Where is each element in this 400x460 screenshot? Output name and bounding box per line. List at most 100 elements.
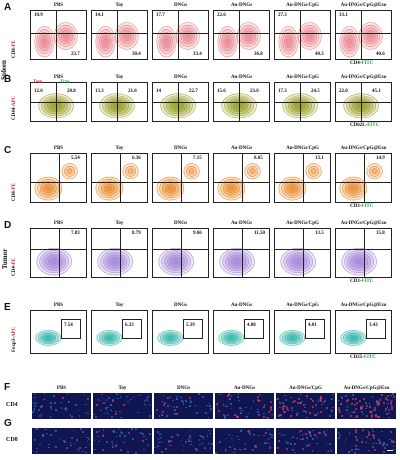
x-axis-label-fluor: FITC	[361, 279, 374, 284]
quadrant-value-ul: 12.6	[34, 89, 43, 94]
nucleus-speck	[85, 451, 87, 454]
quadrant-line	[181, 154, 182, 202]
nucleus-speck	[388, 416, 390, 419]
panel-letter-a: A	[4, 2, 12, 13]
marker-speck	[354, 430, 357, 433]
nucleus-speck	[69, 442, 72, 444]
nucleus-speck	[190, 440, 192, 443]
population-cd8-level	[186, 165, 198, 177]
micrograph	[215, 393, 274, 419]
nucleus-speck	[282, 402, 284, 404]
nucleus-speck	[238, 438, 240, 441]
marker-speck	[315, 403, 318, 406]
nucleus-speck	[94, 448, 97, 451]
nucleus-speck	[97, 399, 100, 401]
marker-speck	[215, 451, 218, 454]
nucleus-speck	[162, 394, 165, 397]
marker-speck	[112, 400, 115, 403]
marker-speck	[359, 408, 362, 411]
population-cd4-level	[347, 38, 352, 46]
population-cd3-level	[50, 259, 58, 265]
column-title: PBS	[53, 146, 64, 151]
quadrant-value-ul: 33.1	[339, 13, 348, 18]
nucleus-speck	[270, 436, 272, 439]
nucleus-speck	[224, 405, 227, 407]
x-axis-label-marker: CD25-	[350, 355, 364, 360]
population-cd8-level	[64, 165, 76, 177]
y-axis-label: Foxp3-APC	[12, 327, 17, 352]
population-cd4-level	[286, 38, 291, 46]
flow-plot: 4.88	[213, 310, 270, 354]
nucleus-speck	[337, 432, 340, 434]
marker-speck	[299, 402, 302, 405]
micrograph	[337, 393, 396, 419]
quadrant-value-ul: 22.6	[217, 13, 226, 18]
marker-speck	[392, 440, 395, 443]
nucleus-speck	[147, 396, 149, 398]
population-cd3-level	[111, 259, 119, 265]
nucleus-speck	[175, 397, 178, 400]
nucleus-speck	[239, 407, 241, 409]
population-cd3-level	[228, 185, 235, 192]
nucleus-speck	[44, 397, 47, 400]
marker-speck	[102, 434, 105, 437]
marker-speck	[269, 405, 272, 408]
marker-speck	[312, 400, 315, 403]
nucleus-speck	[39, 406, 42, 408]
nucleus-speck	[210, 408, 212, 410]
population-cd8-level	[305, 163, 322, 180]
nucleus-speck	[361, 430, 364, 433]
nucleus-speck	[328, 415, 331, 417]
nucleus-speck	[228, 434, 231, 436]
nucleus-speck	[164, 402, 166, 404]
nucleus-speck	[361, 405, 364, 407]
treg-gate	[183, 319, 203, 339]
marker-speck	[371, 446, 374, 449]
nucleus-speck	[39, 443, 41, 446]
quadrant-line	[303, 154, 304, 202]
column-title: Au-DNGs/CpG	[286, 75, 319, 80]
nucleus-speck	[93, 439, 96, 442]
column-title: Toy	[115, 146, 124, 151]
nucleus-speck	[324, 432, 326, 435]
nucleus-speck	[253, 433, 256, 436]
population-cd8-level	[63, 32, 69, 39]
population-cd8-level	[244, 163, 261, 180]
gate-value: 7.54	[64, 323, 73, 328]
column-title: Toy	[115, 3, 124, 8]
nucleus-speck	[110, 409, 112, 412]
population-cd25	[218, 330, 245, 346]
quadrant-line	[31, 102, 86, 103]
nucleus-speck	[380, 397, 383, 400]
panel-letter-d: D	[4, 220, 12, 231]
nucleus-speck	[290, 436, 293, 439]
nucleus-speck	[188, 401, 191, 404]
population-cd8-level	[371, 168, 378, 175]
population-cd3-level	[289, 185, 296, 192]
micrograph	[154, 428, 213, 454]
nucleus-speck	[319, 432, 322, 434]
quadrant-line	[59, 154, 60, 202]
micrograph	[337, 428, 396, 454]
nucleus-speck	[157, 438, 160, 440]
marker-speck	[264, 431, 267, 434]
nucleus-speck	[97, 435, 99, 438]
marker-speck	[280, 413, 283, 416]
quadrant-value-lr: 36.8	[254, 52, 263, 57]
flow-plot: 17.7 33.4	[152, 10, 209, 60]
flow-plot: 17.3 24.5	[274, 82, 331, 122]
marker-speck	[217, 409, 220, 412]
nucleus-speck	[353, 416, 356, 419]
nucleus-speck	[315, 414, 318, 416]
nucleus-speck	[130, 398, 132, 401]
marker-speck	[377, 402, 380, 405]
nucleus-speck	[119, 435, 121, 437]
x-axis-label-fluor: FITC	[363, 355, 376, 360]
nucleus-speck	[361, 413, 364, 416]
nucleus-speck	[75, 404, 77, 406]
nucleus-speck	[145, 438, 148, 440]
quadrant-line	[120, 154, 121, 202]
nucleus-speck	[189, 399, 192, 402]
nucleus-speck	[267, 438, 270, 440]
nucleus-speck	[170, 405, 173, 408]
